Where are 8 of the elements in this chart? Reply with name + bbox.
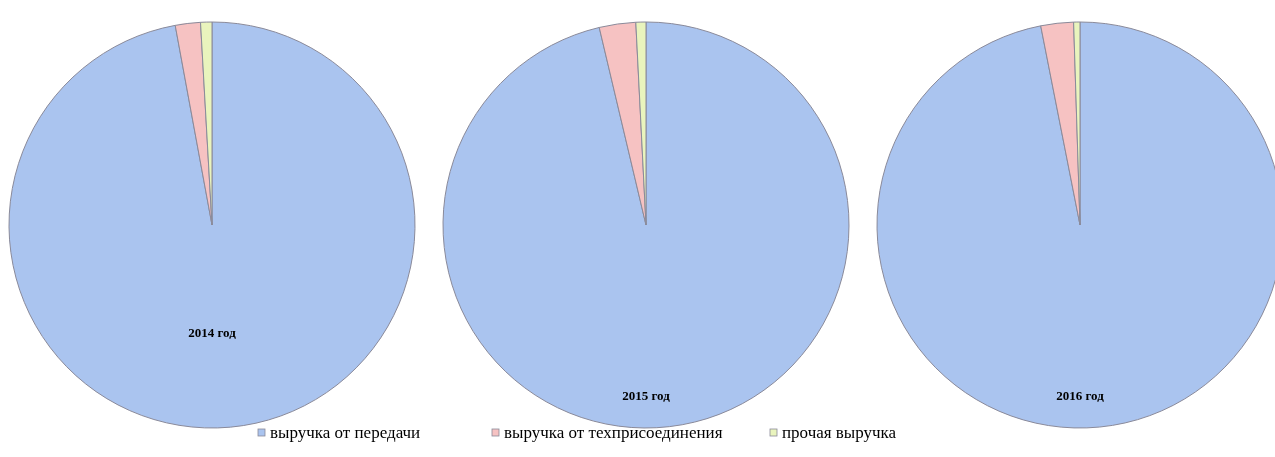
legend-label: прочая выручка bbox=[782, 423, 897, 442]
pie-slice bbox=[8, 21, 416, 429]
legend-label: выручка от техприсоединения bbox=[504, 423, 723, 442]
text: 2015 год bbox=[622, 388, 671, 403]
text: 2014 год bbox=[188, 325, 237, 340]
pie-slice bbox=[442, 21, 850, 429]
text: 2016 год bbox=[1056, 388, 1105, 403]
legend-label: выручка от передачи bbox=[270, 423, 421, 442]
